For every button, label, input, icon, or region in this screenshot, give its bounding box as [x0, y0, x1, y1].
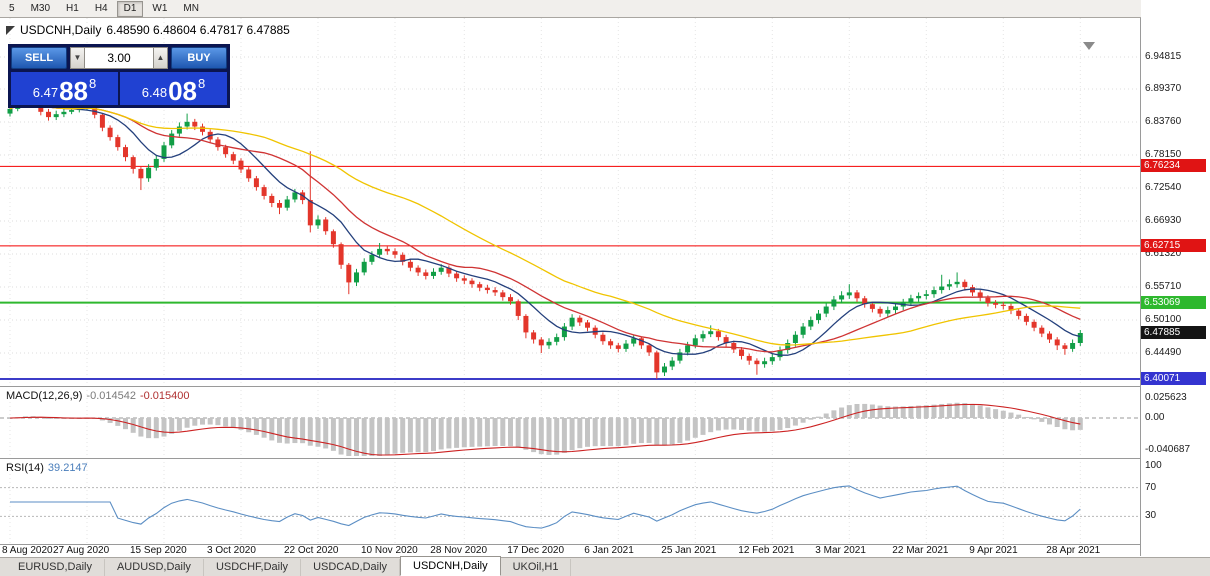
timeframe-button-w1[interactable]: W1: [152, 2, 168, 14]
candlestick-series: [7, 94, 1083, 379]
symbol-period-label: USDCNH,Daily: [20, 23, 102, 37]
rsi-axis-label: 100: [1145, 460, 1162, 471]
sell-price-prefix: 6.47: [32, 85, 59, 100]
buy-button[interactable]: BUY: [171, 47, 227, 69]
price-axis-label: 6.50100: [1145, 314, 1182, 326]
date-axis-label: 25 Jan 2021: [661, 545, 717, 556]
rsi-indicator-label: RSI(14) 39.2147: [6, 462, 88, 474]
rsi-value: 39.2147: [47, 462, 88, 474]
buy-price-button[interactable]: 6.48 08 8: [120, 72, 227, 105]
date-axis-label: 27 Aug 2020: [53, 545, 110, 556]
macd-axis-label: -0.040687: [1145, 443, 1191, 455]
volume-stepper: ▼ ▲: [70, 47, 168, 69]
buy-price-big: 08: [168, 75, 197, 106]
chart-tab-usdchf[interactable]: USDCHF,Daily: [204, 559, 302, 576]
timeframe-button-5[interactable]: 5: [9, 2, 15, 14]
rsi-panel[interactable]: [0, 458, 1140, 544]
price-axis-label: 6.78150: [1145, 149, 1182, 161]
volume-increase-button[interactable]: ▲: [153, 47, 168, 69]
price-tag: 6.62715: [1141, 238, 1206, 252]
macd-panel[interactable]: [0, 386, 1140, 458]
panel-separator[interactable]: [0, 458, 1210, 459]
date-axis-label: 3 Oct 2020: [207, 545, 256, 556]
date-axis-label: 28 Nov 2020: [430, 545, 488, 556]
chart-shift-marker[interactable]: [1083, 42, 1095, 50]
macd-name: MACD(12,26,9): [6, 390, 83, 402]
macd-main-value: -0.014542: [86, 390, 136, 402]
buy-price-prefix: 6.48: [141, 85, 168, 100]
rsi-name: RSI(14): [6, 462, 44, 474]
date-axis-label: 3 Mar 2021: [815, 545, 866, 556]
price-axis-label: 6.61320: [1145, 248, 1182, 260]
ohlc-values: 6.48590 6.48604 6.47817 6.47885: [106, 23, 290, 37]
timeframe-button-mn[interactable]: MN: [183, 2, 199, 14]
date-axis-label: 15 Sep 2020: [130, 545, 187, 556]
macd-signal-line: [9, 403, 1081, 456]
timeframe-button-d1[interactable]: D1: [116, 0, 144, 17]
date-axis[interactable]: 8 Aug 2020 27 Aug 2020 15 Sep 2020 3 Oct 20…: [0, 545, 1140, 557]
chart-tab-ukoil[interactable]: UKOil,H1: [501, 559, 572, 576]
date-axis-label: 10 Nov 2020: [361, 545, 418, 556]
sell-price-big: 88: [59, 75, 88, 106]
panel-separator: [0, 544, 1210, 545]
rsi-axis-label: 30: [1145, 510, 1157, 522]
date-axis-label: 12 Feb 2021: [738, 545, 795, 556]
price-tag: 6.76234: [1141, 159, 1206, 173]
date-axis-label: 8 Aug 2020: [2, 545, 53, 556]
chart-tab-usdcad[interactable]: USDCAD,Daily: [301, 559, 401, 576]
price-axis-label: 6.55710: [1145, 281, 1182, 293]
panel-separator[interactable]: [0, 386, 1210, 387]
level-lines[interactable]: [0, 165, 1140, 381]
axis-separator: [1140, 18, 1141, 556]
date-axis-label: 22 Oct 2020: [284, 545, 339, 556]
date-axis-label: 6 Jan 2021: [584, 545, 634, 556]
ma-8-line[interactable]: [9, 102, 1081, 356]
timeframe-button-h1[interactable]: H1: [66, 2, 79, 14]
chart-tab-usdcnh[interactable]: USDCNH,Daily: [400, 556, 501, 576]
price-axis-label: 6.44490: [1145, 347, 1182, 359]
buy-price-pip: 8: [198, 76, 206, 91]
rsi-axis-label: 70: [1145, 481, 1157, 493]
chart-tab-eurusd[interactable]: EURUSD,Daily: [6, 559, 105, 576]
price-axis-label: 6.94815: [1145, 51, 1182, 63]
price-axis-label: 6.83760: [1145, 116, 1182, 128]
sell-price-pip: 8: [89, 76, 97, 91]
price-tag: 6.40071: [1141, 372, 1206, 386]
price-axis-label: 6.89370: [1145, 83, 1182, 95]
date-axis-label: 22 Mar 2021: [892, 545, 949, 556]
rsi-line: [10, 485, 1081, 529]
ma-34-line[interactable]: [9, 102, 1081, 346]
sell-price-button[interactable]: 6.47 88 8: [11, 72, 118, 105]
volume-decrease-button[interactable]: ▼: [70, 47, 85, 69]
macd-histogram: [7, 402, 1083, 456]
ma-16-line[interactable]: [9, 102, 1081, 353]
volume-input[interactable]: [85, 47, 153, 69]
date-axis-label: 28 Apr 2021: [1046, 545, 1101, 556]
chart-tab-bar: EURUSD,Daily AUDUSD,Daily USDCHF,Daily USDC…: [0, 556, 1210, 576]
timeframe-button-m30[interactable]: M30: [30, 2, 51, 14]
macd-axis-label: 0.00: [1145, 412, 1165, 423]
price-tag: 6.53069: [1141, 295, 1206, 309]
chart-tab-audusd[interactable]: AUDUSD,Daily: [105, 559, 204, 576]
macd-indicator-label: MACD(12,26,9) -0.014542 -0.015400: [6, 390, 190, 402]
macd-signal-value: -0.015400: [139, 390, 190, 402]
sell-button[interactable]: SELL: [11, 47, 67, 69]
one-click-collapse-arrow[interactable]: [6, 25, 15, 35]
timeframe-button-h4[interactable]: H4: [94, 2, 108, 14]
price-chart[interactable]: [0, 18, 1140, 386]
price-axis-label: 6.72540: [1145, 182, 1182, 194]
price-axis-label: 6.66930: [1145, 215, 1182, 227]
timeframe-toolbar: 5 M30 H1 H4 D1 W1 MN: [0, 0, 1210, 18]
date-axis-label: 17 Dec 2020: [507, 545, 565, 556]
date-axis-label: 9 Apr 2021: [969, 545, 1018, 556]
price-tag: 6.47885: [1141, 326, 1206, 340]
macd-axis-label: 0.025623: [1145, 391, 1187, 403]
price-scale-axis[interactable]: 6.94815 6.89370 6.83760 6.78150 6.72540 6.669…: [1141, 0, 1210, 556]
chart-title: USDCNH,Daily 6.48590 6.48604 6.47817 6.4…: [6, 23, 290, 37]
